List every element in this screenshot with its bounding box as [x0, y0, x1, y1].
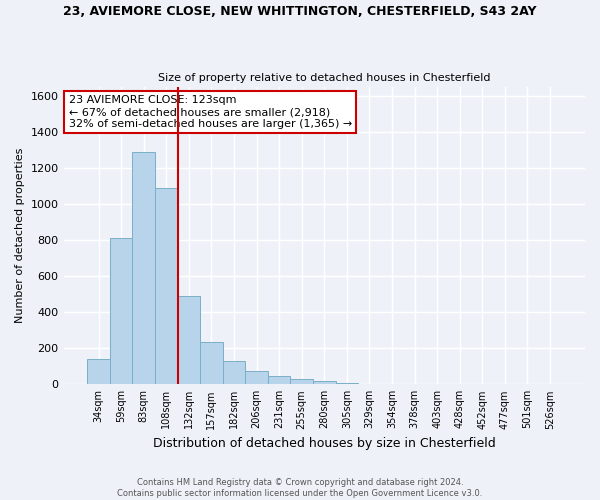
- Bar: [178, 296, 200, 384]
- Y-axis label: Number of detached properties: Number of detached properties: [15, 148, 25, 323]
- Bar: [290, 380, 313, 384]
- Bar: [155, 188, 178, 384]
- Bar: [335, 383, 358, 384]
- Bar: [200, 342, 223, 384]
- Bar: [110, 238, 133, 384]
- Bar: [268, 376, 290, 384]
- X-axis label: Distribution of detached houses by size in Chesterfield: Distribution of detached houses by size …: [153, 437, 496, 450]
- Text: 23, AVIEMORE CLOSE, NEW WHITTINGTON, CHESTERFIELD, S43 2AY: 23, AVIEMORE CLOSE, NEW WHITTINGTON, CHE…: [63, 5, 537, 18]
- Bar: [245, 371, 268, 384]
- Text: Contains HM Land Registry data © Crown copyright and database right 2024.
Contai: Contains HM Land Registry data © Crown c…: [118, 478, 482, 498]
- Title: Size of property relative to detached houses in Chesterfield: Size of property relative to detached ho…: [158, 73, 491, 83]
- Bar: [223, 361, 245, 384]
- Bar: [87, 359, 110, 384]
- Bar: [313, 381, 335, 384]
- Text: 23 AVIEMORE CLOSE: 123sqm
← 67% of detached houses are smaller (2,918)
32% of se: 23 AVIEMORE CLOSE: 123sqm ← 67% of detac…: [69, 96, 352, 128]
- Bar: [133, 152, 155, 384]
